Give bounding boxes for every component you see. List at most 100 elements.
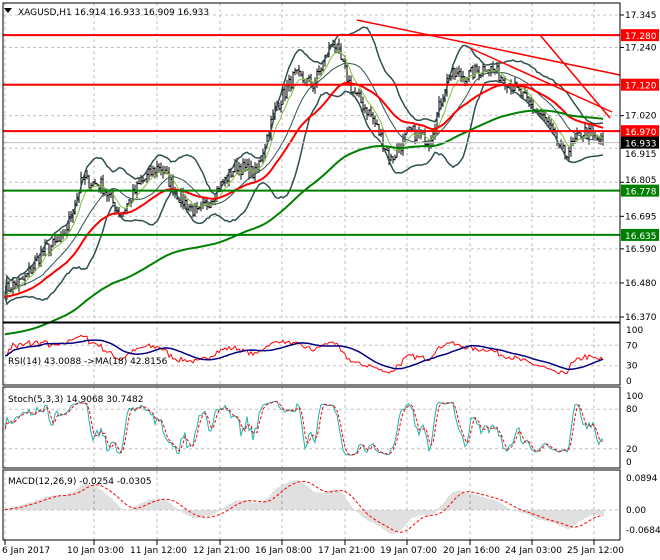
time-tick-label: 24 Jan 03:00	[505, 546, 562, 556]
price-bar	[548, 115, 550, 128]
price-bar	[342, 58, 344, 62]
price-bar	[54, 235, 56, 246]
price-bar	[150, 164, 152, 177]
price-bar	[140, 174, 142, 185]
price-level-label: 16.635	[625, 232, 657, 242]
price-bar	[56, 236, 58, 244]
price-bar	[204, 200, 206, 207]
price-bar	[282, 86, 284, 105]
rsi-line	[5, 334, 604, 375]
stoch-tick-label: 80	[626, 405, 638, 415]
price-bar	[404, 132, 406, 143]
price-level-label: 17.280	[625, 32, 657, 42]
price-bar	[254, 162, 256, 184]
price-bar	[206, 198, 208, 211]
price-tick-label: 16.805	[625, 176, 657, 186]
price-bar	[164, 165, 166, 175]
price-bar	[340, 43, 342, 60]
price-bar	[108, 189, 110, 202]
macd-title: MACD(12,26,9) -0.0254 -0.0305	[8, 477, 152, 487]
chart-header: XAGUSD,H1 16.914 16.933 16.909 16.933	[18, 8, 209, 18]
price-bar	[240, 163, 242, 180]
price-bar	[158, 163, 160, 173]
price-bar	[278, 102, 280, 111]
price-bar	[546, 117, 548, 124]
price-bar	[390, 153, 392, 162]
bollinger-middle	[4, 62, 604, 298]
price-bar	[292, 71, 294, 90]
price-bar	[32, 264, 34, 274]
time-tick-label: 25 Jan 12:00	[567, 546, 624, 556]
macd-tick-label: 0.00	[626, 506, 646, 516]
price-bar	[242, 158, 244, 176]
price-bar	[542, 110, 544, 120]
macd-panel-frame	[2, 469, 621, 541]
price-bar	[568, 146, 570, 162]
price-bar	[414, 123, 416, 145]
rsi-ma-line	[5, 339, 604, 371]
price-bar	[570, 136, 572, 157]
price-bar	[86, 170, 88, 180]
price-bar	[368, 109, 370, 117]
price-level-label: 17.120	[625, 82, 657, 92]
price-bar	[294, 67, 296, 76]
price-bar	[148, 167, 150, 180]
price-bar	[372, 111, 374, 125]
trendline	[356, 19, 621, 76]
price-bar	[334, 40, 336, 53]
price-bar	[408, 126, 410, 131]
price-bar	[24, 271, 26, 286]
price-bar	[134, 184, 136, 195]
price-bar	[370, 105, 372, 118]
price-bar	[130, 199, 132, 208]
price-bar	[26, 272, 28, 278]
price-bar	[320, 67, 322, 76]
price-bar	[354, 87, 356, 95]
time-tick-label: 17 Jan 21:00	[318, 546, 375, 556]
price-bar	[88, 174, 90, 189]
price-bar	[288, 74, 290, 92]
price-bar	[468, 70, 470, 82]
price-bar	[380, 128, 382, 137]
time-tick-label: 20 Jan 16:00	[443, 546, 500, 556]
rsi-tick-label: 30	[626, 362, 638, 372]
price-bar	[302, 71, 304, 84]
price-bar	[188, 203, 190, 212]
price-bar	[256, 163, 258, 173]
price-tick-label: 17.345	[625, 11, 657, 21]
stoch-panel-frame	[2, 386, 621, 469]
price-bar	[318, 65, 320, 76]
current-price-label: 16.933	[625, 140, 657, 150]
time-tick-label: 11 Jan 12:00	[130, 546, 187, 556]
price-tick-label: 16.370	[625, 313, 657, 323]
price-bar	[58, 235, 60, 242]
price-bar	[300, 70, 302, 77]
time-tick-label: 12 Jan 21:00	[193, 546, 250, 556]
price-bar	[18, 277, 20, 292]
price-bar	[550, 119, 552, 131]
price-bar	[94, 179, 96, 185]
price-bar	[28, 262, 30, 279]
price-bar	[502, 76, 504, 82]
price-bar	[412, 125, 414, 131]
price-bar	[378, 123, 380, 136]
price-bar	[30, 267, 32, 274]
dropdown-triangle-icon[interactable]	[4, 8, 12, 13]
stoch-tick-label: 100	[626, 392, 643, 402]
price-tick-label: 16.695	[625, 212, 657, 222]
price-bar	[190, 203, 192, 212]
price-bar	[474, 63, 476, 79]
macd-tick-label: -0.0684	[626, 526, 660, 536]
price-bar	[152, 165, 154, 177]
main-panel-frame	[2, 2, 621, 323]
ma-slow	[4, 109, 604, 336]
price-bar	[248, 158, 250, 180]
price-bar	[418, 126, 420, 139]
stoch-title: Stoch(5,3,3) 14.9068 30.7482	[8, 395, 143, 405]
price-bar	[500, 74, 502, 82]
price-bar	[308, 74, 310, 83]
price-tick-label: 16.480	[625, 279, 657, 289]
price-bar	[14, 280, 16, 289]
